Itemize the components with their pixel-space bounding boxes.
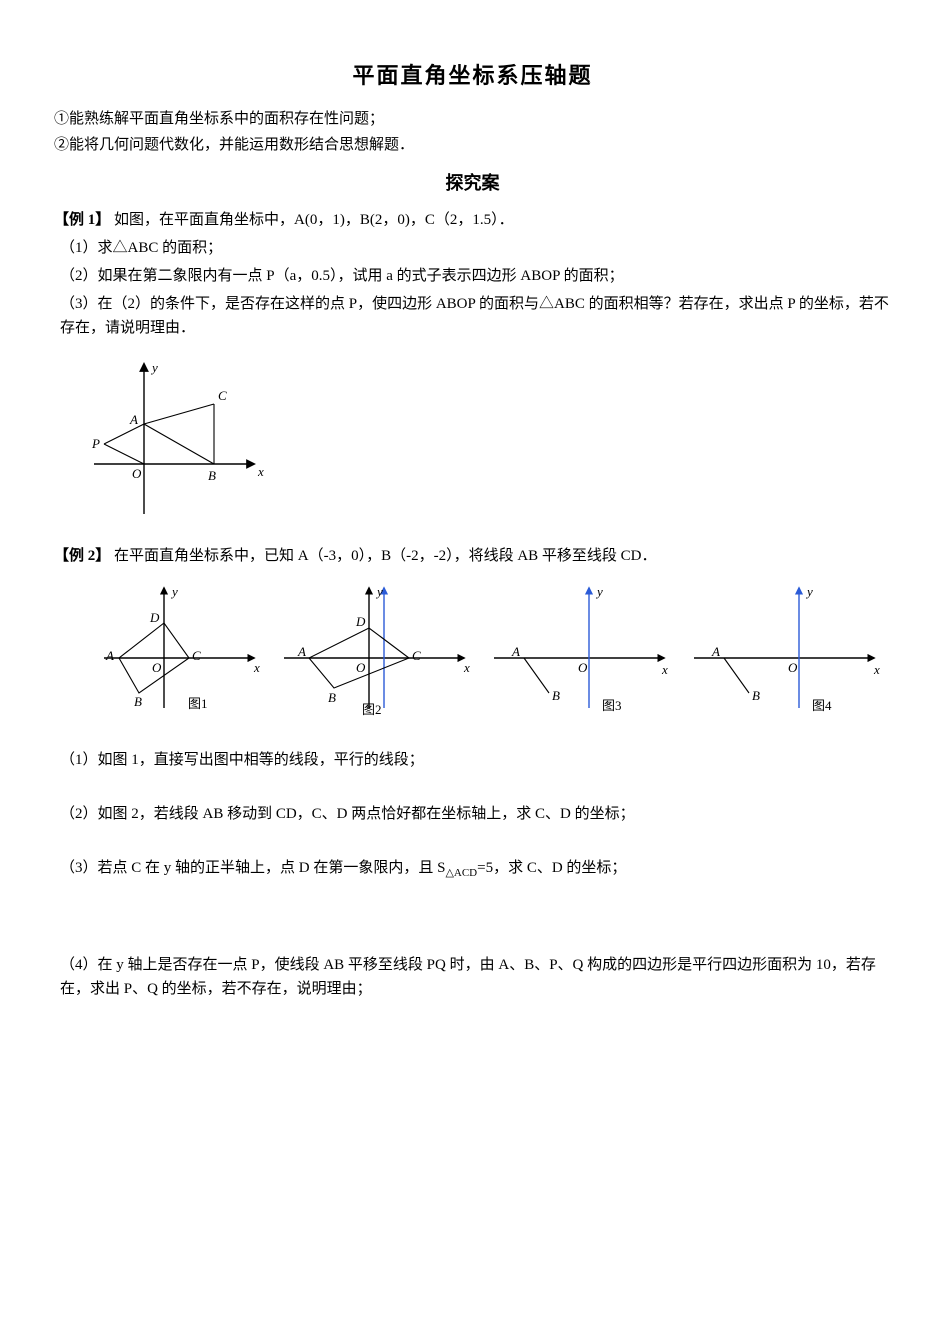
svg-text:B: B — [752, 688, 760, 703]
example-2-q3-post: =5，求 C、D 的坐标； — [477, 860, 626, 876]
example-1: 【例 1】 如图，在平面直角坐标中，A(0，1)，B(2，0)，C（2，1.5）… — [54, 208, 891, 232]
svg-text:x: x — [253, 660, 260, 675]
example-1-header: 【例 1】 — [54, 212, 110, 228]
svg-text:B: B — [134, 694, 142, 709]
svg-text:O: O — [578, 660, 588, 675]
diagram-fig1: y x O A B C D 图1 — [94, 578, 264, 718]
svg-text:图1: 图1 — [188, 696, 208, 711]
example-2-header: 【例 2】 — [54, 548, 110, 564]
svg-text:A: A — [711, 644, 720, 659]
svg-text:y: y — [170, 584, 178, 599]
svg-text:x: x — [257, 464, 264, 479]
svg-text:y: y — [805, 584, 813, 599]
svg-text:C: C — [218, 388, 227, 403]
svg-text:A: A — [511, 644, 520, 659]
svg-text:D: D — [149, 610, 160, 625]
section-heading: 探究案 — [54, 169, 891, 198]
svg-text:A: A — [297, 644, 306, 659]
example-1-q2: （2）如果在第二象限内有一点 P（a，0.5），试用 a 的式子表示四边形 AB… — [60, 264, 891, 288]
svg-text:y: y — [375, 584, 383, 599]
svg-text:图4: 图4 — [812, 698, 832, 713]
svg-text:C: C — [192, 648, 201, 663]
svg-text:B: B — [208, 468, 216, 483]
diagram-fig2: y x O A B C D 图2 — [274, 578, 474, 718]
svg-text:O: O — [152, 660, 162, 675]
svg-text:A: A — [105, 648, 114, 663]
svg-text:A: A — [129, 412, 138, 427]
svg-text:C: C — [412, 648, 421, 663]
svg-text:D: D — [355, 614, 366, 629]
example-1-q1: （1）求△ABC 的面积； — [60, 236, 891, 260]
example-2-q1: （1）如图 1，直接写出图中相等的线段，平行的线段； — [60, 748, 891, 772]
example-1-diagram: y x O A B C P — [74, 354, 891, 524]
svg-text:B: B — [552, 688, 560, 703]
svg-text:O: O — [132, 466, 142, 481]
objective-1: ①能熟练解平面直角坐标系中的面积存在性问题； — [54, 107, 891, 131]
example-1-stem: 如图，在平面直角坐标中，A(0，1)，B(2，0)，C（2，1.5）． — [114, 212, 514, 228]
example-2: 【例 2】 在平面直角坐标系中，已知 A（-3，0），B（-2，-2），将线段 … — [54, 544, 891, 568]
svg-text:y: y — [150, 360, 158, 375]
svg-text:P: P — [91, 436, 100, 451]
svg-text:x: x — [463, 660, 470, 675]
svg-text:x: x — [873, 662, 880, 677]
example-2-stem: 在平面直角坐标系中，已知 A（-3，0），B（-2，-2），将线段 AB 平移至… — [114, 548, 657, 564]
svg-text:O: O — [788, 660, 798, 675]
svg-text:图2: 图2 — [362, 702, 382, 717]
example-2-q3: （3）若点 C 在 y 轴的正半轴上，点 D 在第一象限内，且 S△ACD=5，… — [60, 856, 891, 883]
example-1-q3: （3）在（2）的条件下，是否存在这样的点 P，使四边形 ABOP 的面积与△AB… — [60, 292, 891, 340]
diagram-fig4: y x O A B 图4 — [684, 578, 884, 718]
svg-text:y: y — [595, 584, 603, 599]
example-2-diagrams: y x O A B C D 图1 y x O A B C D 图2 — [94, 578, 891, 718]
diagram-fig3: y x O A B 图3 — [484, 578, 674, 718]
example-2-q2: （2）如图 2，若线段 AB 移动到 CD，C、D 两点恰好都在坐标轴上，求 C… — [60, 802, 891, 826]
example-2-q3-pre: （3）若点 C 在 y 轴的正半轴上，点 D 在第一象限内，且 S — [60, 860, 445, 876]
example-2-q3-sub: △ACD — [445, 867, 477, 879]
svg-text:x: x — [661, 662, 668, 677]
objective-2: ②能将几何问题代数化，并能运用数形结合思想解题． — [54, 133, 891, 157]
svg-text:图3: 图3 — [602, 698, 622, 713]
svg-text:B: B — [328, 690, 336, 705]
page-title: 平面直角坐标系压轴题 — [54, 58, 891, 93]
objectives-block: ①能熟练解平面直角坐标系中的面积存在性问题； ②能将几何问题代数化，并能运用数形… — [54, 107, 891, 157]
svg-text:O: O — [356, 660, 366, 675]
example-2-q4: （4）在 y 轴上是否存在一点 P，使线段 AB 平移至线段 PQ 时，由 A、… — [60, 953, 891, 1001]
